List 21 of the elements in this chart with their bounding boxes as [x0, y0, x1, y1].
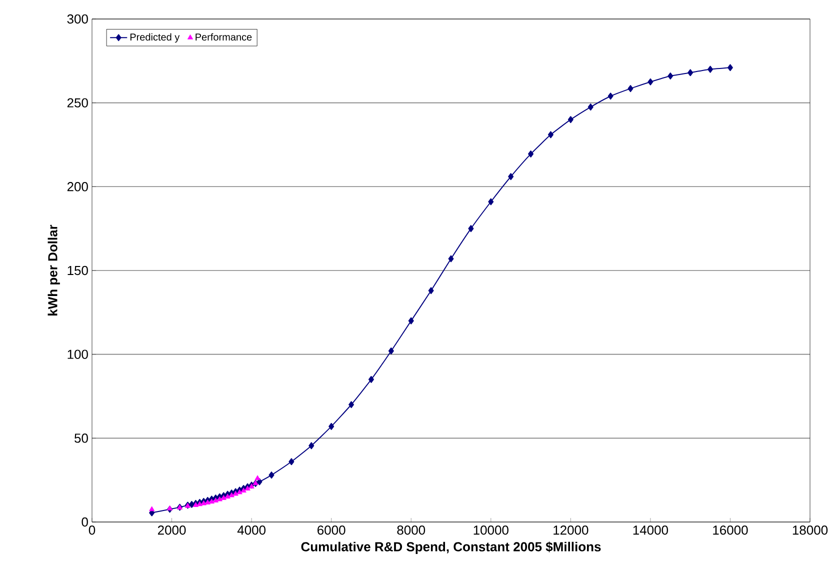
- y-tick-label: 300: [67, 14, 88, 24]
- y-tick-label: 100: [68, 350, 88, 359]
- x-tick-label: 2000: [158, 526, 186, 535]
- y-tick-label: 150: [68, 266, 88, 276]
- legend-label: Predicted y: [130, 33, 180, 43]
- y-tick-label: 0: [82, 517, 88, 527]
- x-tick-label: 8000: [397, 526, 426, 535]
- x-tick-label: 6000: [318, 526, 346, 535]
- x-tick-label: 4000: [237, 526, 266, 535]
- y-tick-label: 50: [74, 434, 88, 443]
- x-tick-label: 0: [88, 526, 96, 535]
- x-axis-title: Cumulative R&D Spend, Constant 2005 $Millions: [301, 542, 601, 554]
- y-tick-label: 250: [67, 98, 88, 108]
- x-tick-label: 18000: [792, 526, 828, 535]
- x-tick-label: 16000: [713, 526, 748, 535]
- y-axis-title: kWh per Dollar: [48, 224, 60, 316]
- x-tick-label: 12000: [554, 526, 588, 535]
- y-tick-label: 200: [67, 182, 88, 192]
- legend-label: Performance: [196, 33, 252, 41]
- x-tick-label: 10000: [474, 526, 508, 535]
- x-tick-label: 14000: [633, 526, 668, 535]
